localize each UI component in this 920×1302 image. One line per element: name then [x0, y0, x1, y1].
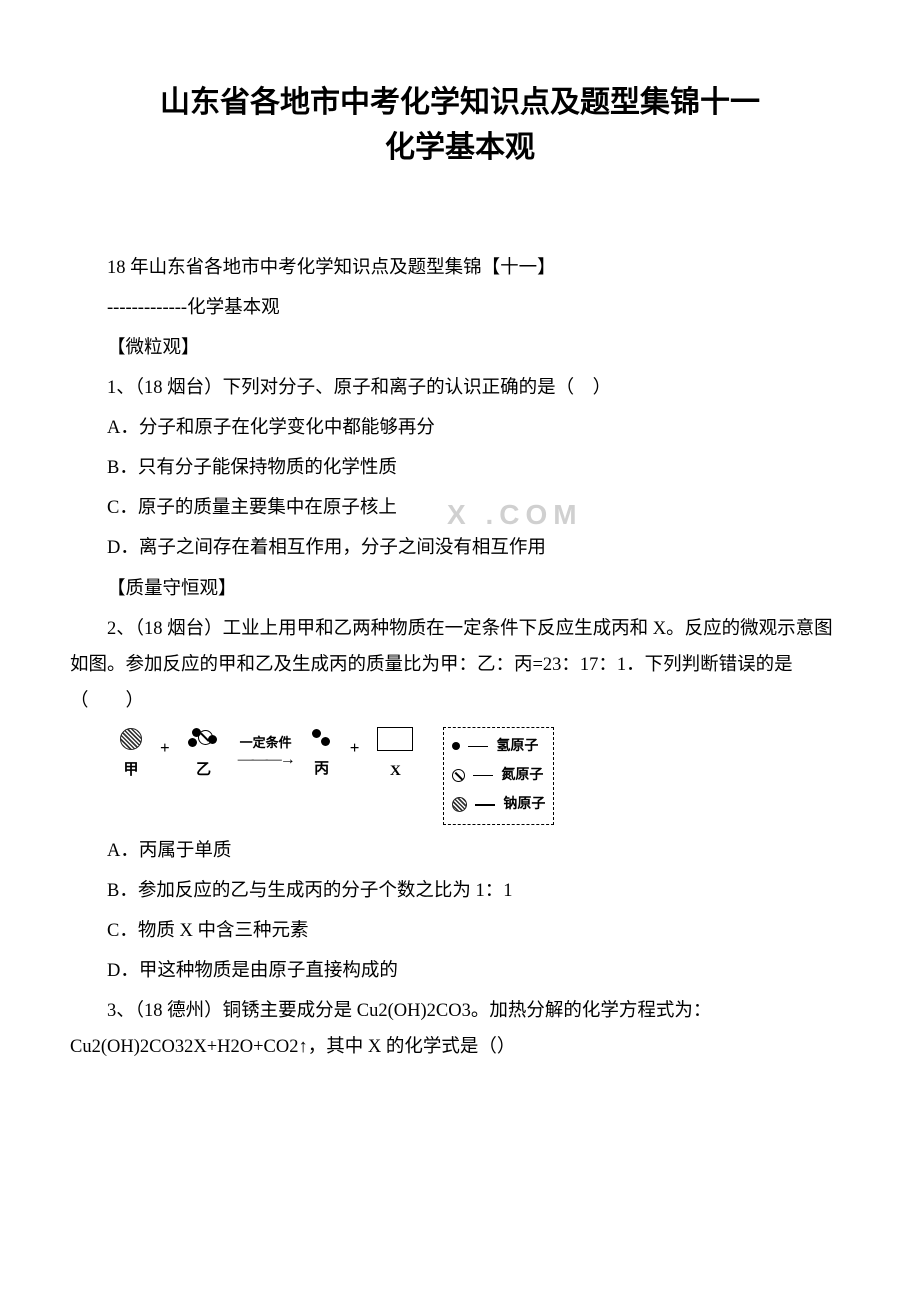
legend-sodium: 钠原子	[503, 791, 545, 818]
q1-stem: 1、（18 烟台）下列对分子、原子和离子的认识正确的是（ ）	[70, 370, 850, 406]
product-bing: 丙	[312, 729, 332, 784]
reactant-jia: 甲	[120, 728, 142, 785]
section-header-2: 【质量守恒观】	[70, 571, 850, 607]
reaction-diagram: 甲 + 乙 一定条件 ―――→ 丙	[120, 727, 850, 825]
q1-option-c-text: C．原子的质量主要集中在原子核上	[107, 498, 397, 518]
arrow-icon: ―――→	[238, 755, 294, 765]
intro-line-1: 18 年山东省各地市中考化学知识点及题型集锦【十一】	[70, 250, 850, 286]
hydrogen-atom-icon	[312, 729, 321, 738]
legend-row: 氮原子	[452, 761, 545, 790]
molecule-bing-icon	[312, 729, 332, 749]
hydrogen-atom-icon	[452, 742, 460, 750]
dash-icon	[473, 775, 493, 777]
document-title: 山东省各地市中考化学知识点及题型集锦十一 化学基本观	[70, 80, 850, 170]
title-line-1: 山东省各地市中考化学知识点及题型集锦十一	[160, 86, 760, 119]
atom-legend: 氢原子 氮原子 钠原子	[443, 727, 554, 825]
q2-option-a: A．丙属于单质	[70, 833, 850, 869]
hydrogen-atom-icon	[208, 735, 217, 744]
plus-icon: +	[160, 731, 170, 782]
label-bing: 丙	[314, 755, 329, 784]
hydrogen-atom-icon	[321, 737, 330, 746]
section-header-1: 【微粒观】	[70, 330, 850, 366]
title-line-2: 化学基本观	[385, 131, 535, 164]
dash-icon	[468, 746, 488, 748]
product-x: X	[377, 727, 413, 786]
sodium-atom-icon	[120, 728, 142, 750]
label-x: X	[390, 757, 401, 786]
legend-nitrogen: 氮原子	[501, 762, 543, 789]
sodium-atom-icon	[452, 797, 467, 812]
nitrogen-atom-icon	[452, 769, 465, 782]
q3-stem: 3、（18 德州）铜锈主要成分是 Cu2(OH)2CO3。加热分解的化学方程式为…	[70, 993, 850, 1065]
legend-hydrogen: 氢原子	[496, 733, 538, 760]
q2-option-d: D．甲这种物质是由原子直接构成的	[70, 953, 850, 989]
q2-option-c: C．物质 X 中含三种元素	[70, 913, 850, 949]
hydrogen-atom-icon	[192, 728, 201, 737]
document-content: 18 年山东省各地市中考化学知识点及题型集锦【十一】 -------------…	[70, 250, 850, 1065]
q2-stem: 2、（18 烟台）工业上用甲和乙两种物质在一定条件下反应生成丙和 X。反应的微观…	[70, 611, 850, 719]
reaction-arrow: 一定条件 ―――→	[238, 730, 294, 783]
legend-row: 氢原子	[452, 732, 545, 761]
empty-box-icon	[377, 727, 413, 751]
reaction-equation: 甲 + 乙 一定条件 ―――→ 丙	[120, 727, 413, 786]
q1-option-a: A．分子和原子在化学变化中都能够再分	[70, 410, 850, 446]
dash-icon	[475, 804, 495, 806]
molecule-yi-icon	[188, 728, 220, 750]
hydrogen-atom-icon	[188, 738, 197, 747]
q1-option-d: D．离子之间存在着相互作用，分子之间没有相互作用	[70, 530, 850, 566]
reactant-yi: 乙	[188, 728, 220, 785]
q1-option-b: B．只有分子能保持物质的化学性质	[70, 450, 850, 486]
legend-row: 钠原子	[452, 790, 545, 819]
plus-icon: +	[350, 731, 360, 782]
label-jia: 甲	[123, 756, 138, 785]
label-yi: 乙	[196, 756, 211, 785]
intro-line-2: -------------化学基本观	[70, 290, 850, 326]
q2-option-b: B．参加反应的乙与生成丙的分子个数之比为 1：1	[70, 873, 850, 909]
q1-option-c: C．原子的质量主要集中在原子核上 X .COM	[70, 490, 850, 526]
